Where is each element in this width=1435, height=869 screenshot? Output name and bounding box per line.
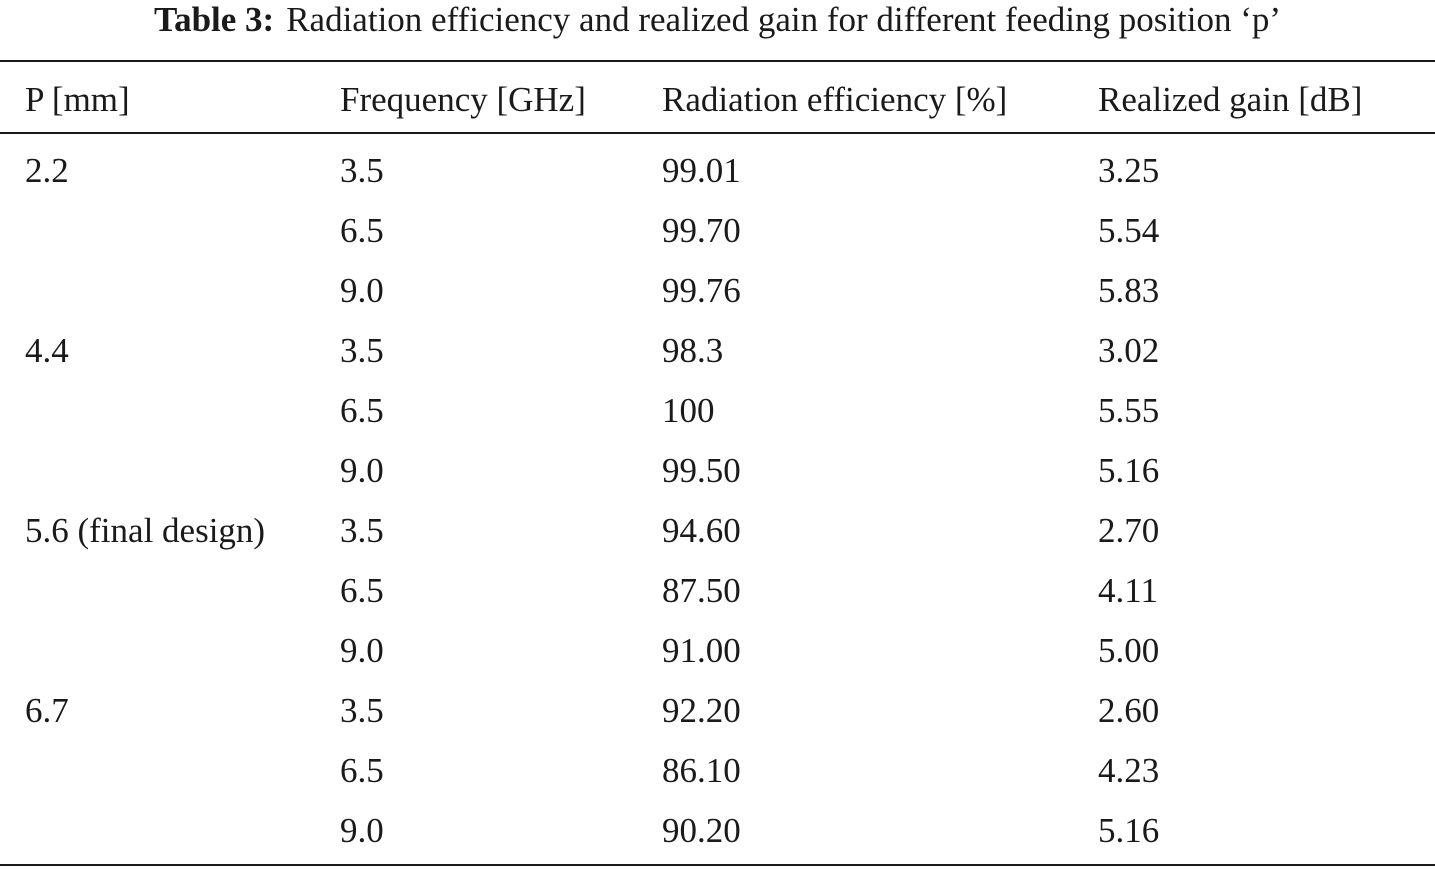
cell-efficiency: 87.50 (662, 571, 741, 610)
table-row: 6.5 100 5.55 (0, 381, 1435, 441)
cell-efficiency: 99.50 (662, 451, 741, 490)
cell-gain: 4.11 (1098, 571, 1158, 610)
cell-efficiency: 91.00 (662, 631, 741, 670)
table-caption-label: Table 3: (153, 0, 275, 39)
cell-frequency: 9.0 (340, 631, 384, 670)
table-row: 6.5 99.70 5.54 (0, 201, 1435, 261)
cell-efficiency: 98.3 (662, 331, 724, 370)
table-top-rule (0, 60, 1435, 62)
table-row: 6.5 86.10 4.23 (0, 741, 1435, 801)
cell-frequency: 3.5 (340, 691, 384, 730)
cell-efficiency: 99.70 (662, 211, 741, 250)
table-row: 9.0 99.50 5.16 (0, 441, 1435, 501)
cell-frequency: 9.0 (340, 811, 384, 850)
table-row: 9.0 91.00 5.00 (0, 621, 1435, 681)
cell-p: 4.4 (25, 331, 69, 370)
header-p-mm: P [mm] (25, 80, 130, 119)
cell-frequency: 3.5 (340, 331, 384, 370)
table-row: 4.4 3.5 98.3 3.02 (0, 321, 1435, 381)
table-row: 2.2 3.5 99.01 3.25 (0, 141, 1435, 201)
table-row: 5.6 (final design) 3.5 94.60 2.70 (0, 501, 1435, 561)
cell-frequency: 9.0 (340, 451, 384, 490)
header-radiation-efficiency: Radiation efficiency [%] (662, 80, 1008, 119)
table-caption-text: Radiation efficiency and realized gain f… (286, 0, 1282, 39)
cell-efficiency: 100 (662, 391, 715, 430)
cell-frequency: 6.5 (340, 751, 384, 790)
cell-gain: 5.16 (1098, 451, 1160, 490)
cell-gain: 5.16 (1098, 811, 1160, 850)
cell-gain: 5.55 (1098, 391, 1160, 430)
cell-frequency: 3.5 (340, 511, 384, 550)
cell-efficiency: 99.76 (662, 271, 741, 310)
cell-efficiency: 86.10 (662, 751, 741, 790)
cell-p: 2.2 (25, 151, 69, 190)
table-row: 6.7 3.5 92.20 2.60 (0, 681, 1435, 741)
header-realized-gain: Realized gain [dB] (1098, 80, 1363, 119)
cell-frequency: 6.5 (340, 391, 384, 430)
cell-gain: 5.54 (1098, 211, 1160, 250)
cell-frequency: 9.0 (340, 271, 384, 310)
cell-gain: 5.00 (1098, 631, 1160, 670)
cell-gain: 2.70 (1098, 511, 1160, 550)
table-bottom-rule (0, 864, 1435, 866)
cell-gain: 4.23 (1098, 751, 1160, 790)
cell-gain: 3.25 (1098, 151, 1160, 190)
cell-gain: 3.02 (1098, 331, 1160, 370)
header-frequency: Frequency [GHz] (340, 80, 586, 119)
cell-efficiency: 92.20 (662, 691, 741, 730)
table-row: 6.5 87.50 4.11 (0, 561, 1435, 621)
table-row: 9.0 90.20 5.16 (0, 801, 1435, 861)
cell-efficiency: 90.20 (662, 811, 741, 850)
table-caption: Table 3: Radiation efficiency and realize… (0, 0, 1435, 44)
table-row: 9.0 99.76 5.83 (0, 261, 1435, 321)
cell-frequency: 6.5 (340, 211, 384, 250)
cell-frequency: 3.5 (340, 151, 384, 190)
cell-p: 5.6 (final design) (25, 511, 266, 550)
cell-efficiency: 94.60 (662, 511, 741, 550)
cell-p: 6.7 (25, 691, 69, 730)
cell-gain: 5.83 (1098, 271, 1160, 310)
cell-frequency: 6.5 (340, 571, 384, 610)
table-header-row: P [mm] Frequency [GHz] Radiation efficie… (0, 70, 1435, 130)
cell-efficiency: 99.01 (662, 151, 741, 190)
table-header-rule (0, 132, 1435, 134)
cell-gain: 2.60 (1098, 691, 1160, 730)
